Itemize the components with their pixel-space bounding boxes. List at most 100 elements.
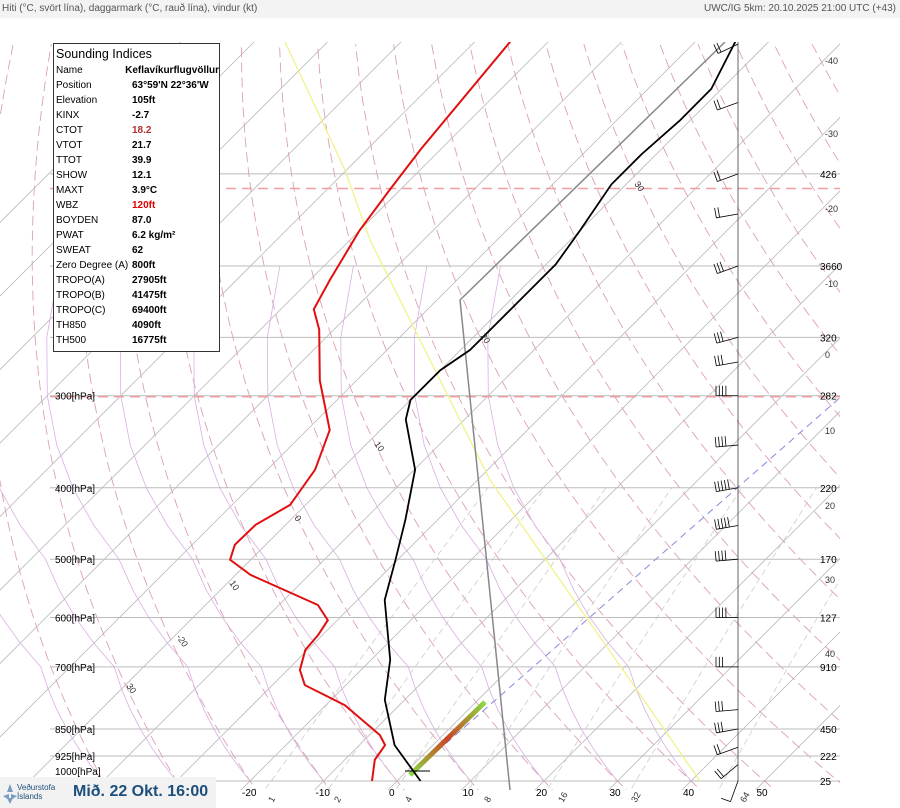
index-row: SWEAT 62 — [56, 243, 219, 258]
chart-description: Hiti (°C, svört lína), daggarmark (°C, r… — [2, 3, 258, 14]
isotherm-line — [313, 263, 840, 790]
isotherm-line — [19, 42, 770, 790]
dry-adiabat-line — [735, 44, 840, 230]
dry-adiabat-line — [393, 44, 840, 784]
mixing-ratio-label: 1 — [266, 795, 277, 804]
dry-adiabat-line — [621, 44, 840, 418]
dry-adiabat-line — [279, 44, 628, 790]
x-tick-label: 10 — [463, 788, 475, 799]
tropopause-reference-line — [459, 42, 726, 790]
dry-adiabat-line — [161, 44, 405, 790]
dry-adiabat-line — [507, 44, 840, 600]
index-row: CTOT 18.2 — [56, 123, 219, 138]
height-label: 320 — [820, 333, 837, 344]
index-key: MAXT — [56, 185, 84, 196]
pressure-label: 700[hPa] — [55, 663, 95, 674]
height-label: 222 — [820, 752, 837, 763]
wind-barb-flag — [720, 518, 724, 529]
wind-barb-flag — [713, 745, 718, 755]
x-tick-label: 0 — [389, 788, 395, 799]
wind-barb-flag — [713, 263, 718, 274]
index-value: 87.0 — [132, 215, 152, 226]
vedurstofa-logo-icon — [3, 784, 17, 804]
parcel-line — [284, 42, 701, 782]
wind-barb — [730, 780, 739, 802]
forecast-valid-time: Mið. 22 Okt. 16:00 — [73, 783, 209, 800]
top-bar: Hiti (°C, svört lína), daggarmark (°C, r… — [0, 0, 900, 18]
index-row: TH850 4090ft — [56, 318, 219, 333]
isotherm-label: 0 — [825, 350, 830, 360]
wind-barb-flag — [719, 261, 724, 272]
wind-barb-flag — [714, 519, 717, 530]
height-label: 450 — [820, 725, 837, 736]
index-key: TH850 — [56, 320, 87, 331]
wind-barb — [717, 102, 739, 111]
wind-barb-flag — [713, 171, 718, 182]
wind-barb-flag — [716, 332, 721, 343]
inline-isotherm-label: 20 — [478, 331, 492, 345]
wind-barb — [717, 173, 739, 182]
dry-adiabat-line — [811, 43, 840, 97]
index-row: Position 63°59'N 22°36'W — [56, 78, 219, 93]
wind-barb-flag — [716, 42, 722, 53]
wind-barb-flag — [714, 722, 717, 733]
dry-adiabat-line — [888, 44, 900, 796]
x-tick-label: 40 — [683, 788, 695, 799]
x-tick-label: -10 — [316, 788, 331, 799]
isotherm-label: -20 — [825, 204, 838, 214]
index-value: 4090ft — [132, 320, 161, 331]
index-row: BOYDEN 87.0 — [56, 213, 219, 228]
mixing-ratio-label: 8 — [482, 795, 493, 804]
index-key: SHOW — [56, 170, 88, 181]
dry-adiabat-line — [850, 44, 900, 796]
isotherm-label: -40 — [825, 56, 838, 66]
sounding-indices-panel: Sounding Indices Name Keflavíkurflugvöllu… — [53, 43, 220, 352]
index-key: TTOT — [56, 155, 82, 166]
moist-adiabat-line — [340, 265, 545, 782]
moist-adiabat-line — [413, 265, 618, 782]
isotherm-label: 40 — [825, 649, 835, 659]
index-value: 62 — [132, 245, 144, 256]
inline-isotherm-label: 10 — [227, 578, 241, 592]
wind-barb — [716, 525, 739, 530]
index-row: Name Keflavíkurflugvöllur — [56, 63, 219, 78]
mixing-ratio-line — [394, 487, 607, 790]
wind-barb-flag — [717, 722, 720, 733]
mixing-ratio-line — [718, 578, 840, 790]
x-tick-label: 20 — [536, 788, 548, 799]
inline-isotherm-label: -20 — [174, 632, 190, 648]
isotherm-label: -30 — [825, 129, 838, 139]
mixing-ratio-label: 2 — [332, 795, 343, 804]
index-value: Keflavíkurflugvöllur — [125, 65, 219, 76]
dry-adiabat-line — [659, 44, 840, 356]
moist-adiabat-line — [487, 265, 692, 782]
wind-barb-flag — [713, 44, 719, 54]
wind-barb — [716, 728, 739, 734]
wind-barb-flag — [721, 436, 724, 447]
wind-barb-flag — [721, 550, 724, 561]
pressure-label: 600[hPa] — [55, 614, 95, 625]
wind-barb-flag — [723, 517, 727, 528]
moist-adiabat-line — [193, 265, 398, 782]
wind-barb-flag — [727, 517, 730, 528]
wind-barb-flag — [724, 550, 727, 561]
wind-barb-flag — [713, 100, 718, 111]
wind-barb-flag — [714, 436, 717, 448]
wind-barb-flag — [720, 331, 724, 342]
isotherm-label: 30 — [825, 575, 835, 585]
mixing-ratio-label: 16 — [556, 790, 570, 804]
mixing-ratio-label: 64 — [738, 790, 752, 804]
isotherm-label: 20 — [825, 501, 835, 511]
index-value: 39.9 — [132, 155, 152, 166]
index-key: Position — [56, 80, 92, 91]
wind-barb-flag — [717, 355, 720, 366]
index-value: 16775ft — [132, 335, 167, 346]
mixing-ratio-label: 4 — [403, 795, 414, 804]
index-key: BOYDEN — [56, 215, 99, 226]
dry-adiabat-line — [583, 44, 840, 479]
dry-adiabat-line — [202, 44, 479, 790]
dewpoint-curve — [228, 42, 512, 782]
index-key: CTOT — [56, 125, 84, 136]
dry-adiabat-line — [469, 44, 840, 661]
mixing-ratio-line — [546, 487, 743, 790]
